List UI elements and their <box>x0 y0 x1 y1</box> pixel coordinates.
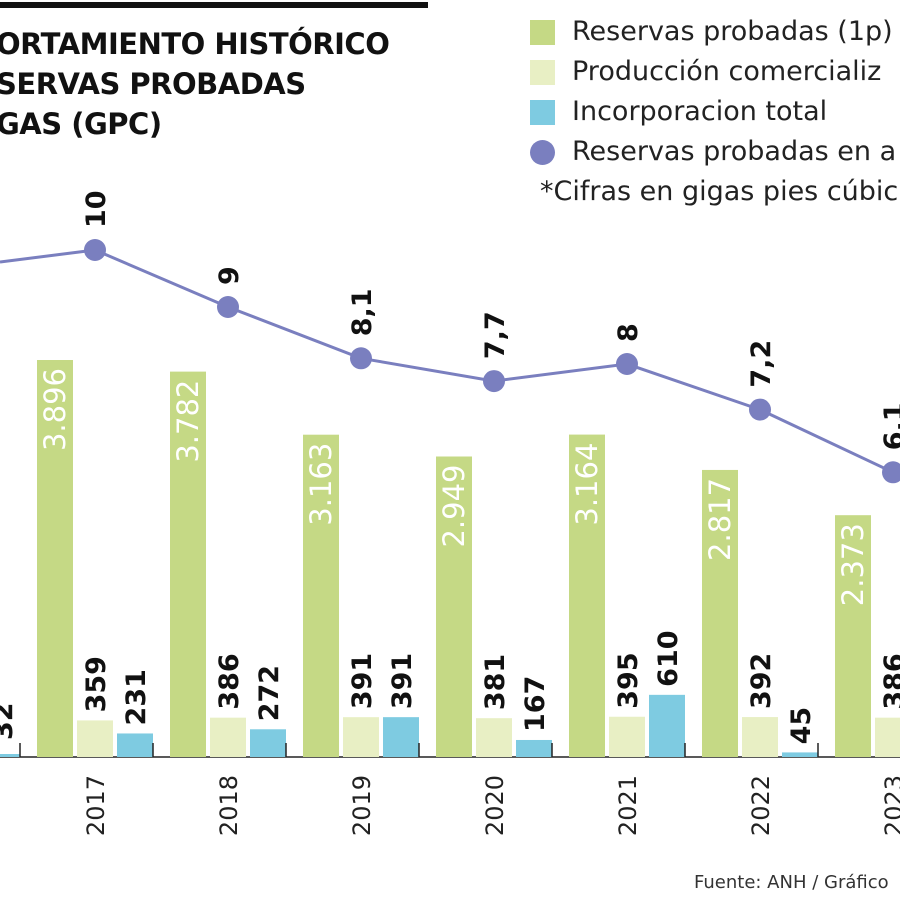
bar-label: 386 <box>214 653 245 709</box>
legend-label: Producción comercializ <box>572 56 882 87</box>
bar-1 <box>875 717 900 757</box>
bar-label: 391 <box>347 653 378 709</box>
x-tick-label: 2020 <box>481 775 509 836</box>
point-label: 8,1 <box>347 288 378 336</box>
bar-2 <box>117 733 153 757</box>
bar-2 <box>383 717 419 757</box>
line-point <box>217 296 239 318</box>
bar-2 <box>516 739 552 757</box>
bar-0 <box>37 359 73 757</box>
chart-title: ORTAMIENTO HISTÓRICO SERVAS PROBADAS GAS… <box>0 24 390 144</box>
bar-label: 3.782 <box>171 380 205 463</box>
bar-2 <box>782 752 818 757</box>
legend-label: Reservas probadas (1p) <box>572 16 893 47</box>
legend-item: Producción comercializ <box>530 52 898 92</box>
legend-swatch <box>530 19 555 45</box>
x-tick-label: 2017 <box>82 775 110 836</box>
units-note: *Cifras en gigas pies cúbic <box>540 176 899 207</box>
bar-1 <box>210 717 246 757</box>
legend-label: Reservas probadas en a <box>572 136 897 167</box>
line-segment <box>0 248 96 264</box>
legend-swatch <box>530 139 555 165</box>
line-point <box>350 347 372 370</box>
point-label: 9 <box>214 266 245 285</box>
legend-label: Incorporacion total <box>572 96 828 127</box>
point-label: 10 <box>81 190 112 228</box>
bar-1 <box>343 717 379 757</box>
bar-1 <box>742 717 778 757</box>
x-tick-label: 2018 <box>215 775 243 836</box>
bar-2 <box>250 729 286 757</box>
bar-label: 167 <box>520 676 551 732</box>
line-point <box>616 353 638 375</box>
legend-item: Incorporacion total <box>530 92 898 132</box>
bar-label: 2.949 <box>437 464 471 547</box>
title-line: GAS (GPC) <box>0 107 162 141</box>
bar-label: 381 <box>480 654 511 710</box>
bar-0 <box>835 515 871 757</box>
bar-0 <box>170 371 206 757</box>
bar-label: 231 <box>121 669 152 725</box>
bar-label: 45 <box>786 707 817 745</box>
bar-0 <box>702 469 738 757</box>
x-tick-label: 2022 <box>747 775 775 836</box>
bar-label: 272 <box>254 665 285 721</box>
bar-label: 386 <box>879 653 900 709</box>
legend-item: Reservas probadas en a <box>530 132 898 172</box>
legend-item: Reservas probadas (1p) <box>530 12 898 52</box>
bar-2 <box>649 694 685 757</box>
bar-label: 3.164 <box>570 443 604 526</box>
title-line: SERVAS PROBADAS <box>0 67 306 101</box>
bar-0 <box>569 434 605 757</box>
legend-swatch <box>530 59 555 85</box>
line-point <box>483 370 505 393</box>
source-note: Fuente: ANH / Gráfico <box>694 872 889 893</box>
x-tick-label: 2019 <box>348 775 376 836</box>
bar-label: 392 <box>746 653 777 709</box>
line-point <box>882 461 900 484</box>
point-label: 7,2 <box>746 340 777 388</box>
bar-1 <box>609 716 645 757</box>
line-point <box>749 398 771 421</box>
bar-incorporacion-prev <box>0 754 20 757</box>
bar-label: 2.373 <box>836 523 870 606</box>
bar-label: 3.896 <box>38 368 72 451</box>
point-label: 6,1 <box>879 402 900 450</box>
bar-label: 391 <box>387 653 418 709</box>
bar-label: 3.163 <box>304 443 338 526</box>
x-tick-label: 2023 <box>880 775 900 836</box>
bar-0 <box>436 456 472 757</box>
title-rule <box>0 2 428 8</box>
bar-label: 395 <box>613 652 644 708</box>
x-tick-label: 2021 <box>614 775 642 836</box>
bar-1 <box>476 718 512 757</box>
bar-label: 359 <box>81 656 112 712</box>
bar-label: 2.817 <box>703 478 737 561</box>
bar-label: 32 <box>0 702 19 740</box>
title-line: ORTAMIENTO HISTÓRICO <box>0 27 390 61</box>
point-label: 7,7 <box>480 311 511 359</box>
legend: Reservas probadas (1p) Producción comerc… <box>530 12 898 212</box>
bar-0 <box>303 434 339 757</box>
legend-swatch <box>530 99 555 125</box>
bar-1 <box>77 720 113 757</box>
bar-label: 610 <box>653 630 684 686</box>
line-point <box>84 239 106 261</box>
point-label: 8 <box>613 323 644 342</box>
